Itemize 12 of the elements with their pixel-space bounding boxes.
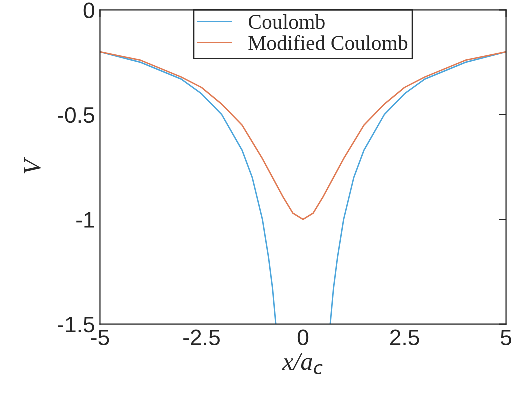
x-axis-title: x/a$_{c}$ xyxy=(282,354,323,374)
y-axis-title: V xyxy=(24,157,42,174)
legend-label: Modified Coulomb xyxy=(248,35,408,50)
x-tick-label: -2.5 xyxy=(184,330,220,346)
legend-label: Coulomb xyxy=(248,14,325,30)
y-tick-label: -1 xyxy=(76,212,94,228)
x-tick-label: 2.5 xyxy=(390,330,420,346)
x-tick-label: 0 xyxy=(298,330,309,346)
line-series xyxy=(100,51,506,220)
x-tick-label: 5 xyxy=(501,330,512,346)
y-tick-label: -0.5 xyxy=(58,107,94,124)
y-tick-label: 0 xyxy=(84,2,94,18)
